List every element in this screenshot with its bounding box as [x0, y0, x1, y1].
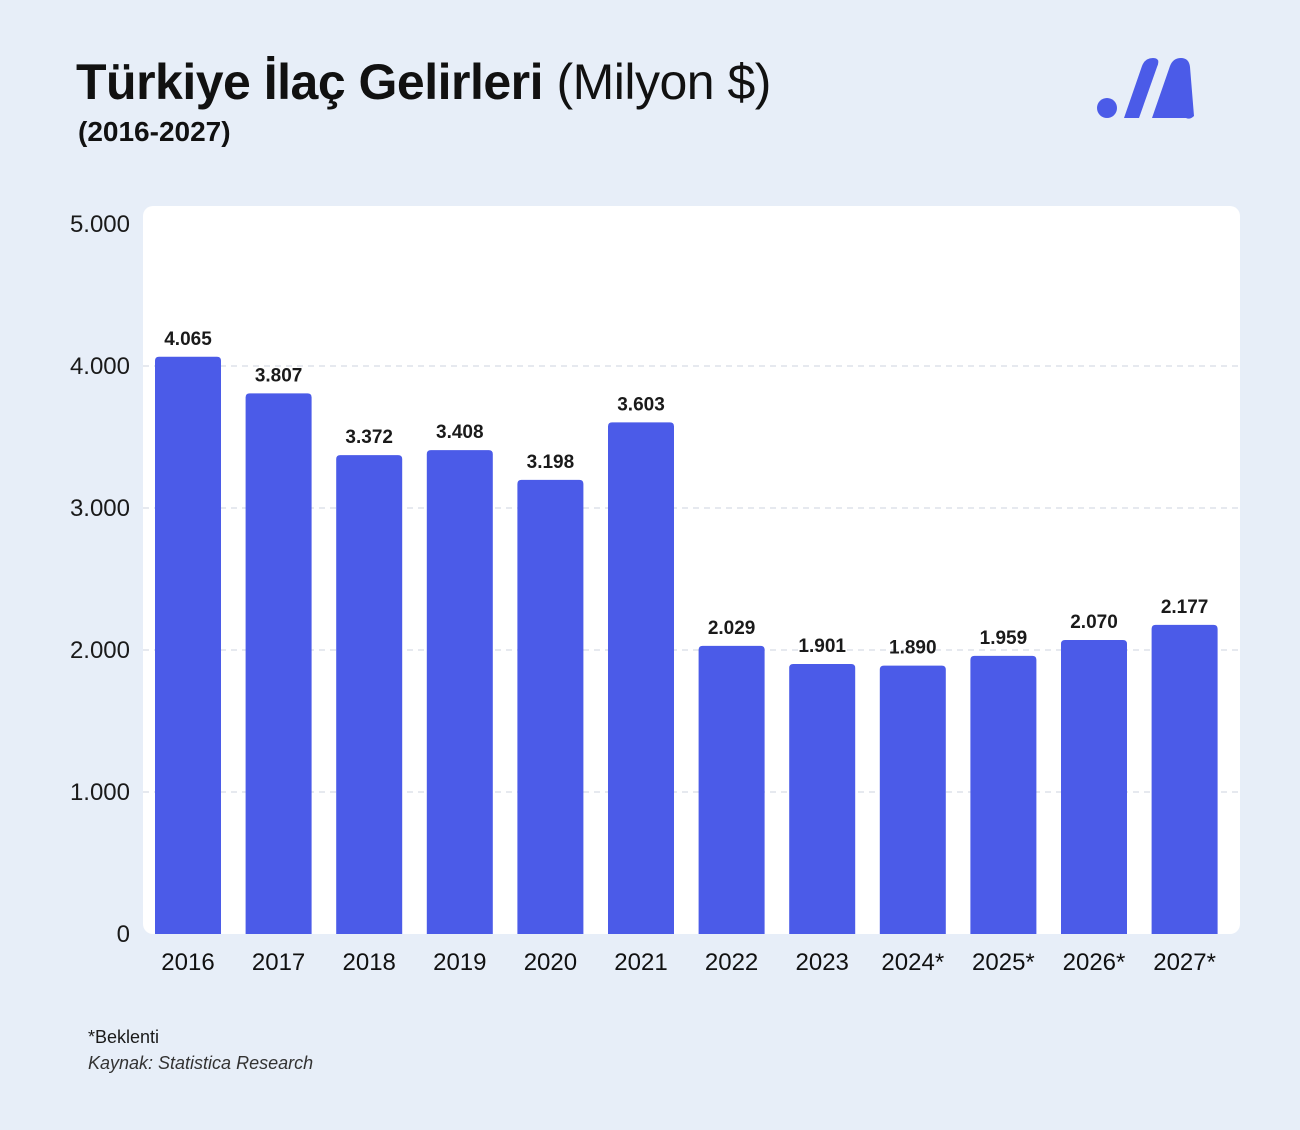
x-tick-label: 2024* [881, 949, 944, 976]
bar-2016 [155, 356, 221, 934]
chart-title: Türkiye İlaç Gelirleri (Milyon $) [76, 52, 771, 112]
x-tick-label: 2021 [614, 949, 667, 976]
data-label: 3.198 [527, 452, 575, 473]
x-tick-label: 2017 [252, 949, 305, 976]
grid-lines [143, 365, 1240, 793]
source-note: Kaynak: Statistica Research [88, 1053, 314, 1073]
chart-title-main: Türkiye İlaç Gelirleri [76, 54, 544, 110]
bar-2026-expected [1061, 640, 1127, 934]
data-label: 3.603 [617, 394, 665, 415]
bar-2027-expected [1151, 624, 1218, 934]
y-tick-label: 4.000 [70, 353, 130, 380]
bar-2024-expected [879, 665, 946, 934]
data-label: 2.029 [708, 618, 756, 639]
data-label: 3.372 [345, 427, 393, 448]
data-label: 4.065 [164, 329, 212, 350]
bar-2025-expected [970, 655, 1037, 934]
bar-2018 [336, 455, 403, 934]
footnote-expected: *Beklenti [88, 1027, 160, 1047]
y-tick-label: 5.000 [70, 211, 130, 238]
bar-2022 [698, 645, 765, 934]
bar-2020 [517, 479, 584, 934]
bars [155, 356, 1218, 934]
y-tick-label: 3.000 [70, 495, 130, 522]
bar-2017 [245, 393, 312, 934]
x-axis-ticks: 2016 2017 2018 2019 2020 2021 2022 2023 2024* 202… [161, 949, 1216, 976]
chart-title-unit: (Milyon $) [556, 54, 771, 110]
bar-2021 [608, 422, 674, 934]
bar-2023 [789, 664, 856, 934]
data-label: 1.959 [980, 628, 1028, 649]
x-tick-label: 2018 [343, 949, 396, 976]
y-tick-label: 0 [117, 921, 130, 948]
x-tick-label: 2025* [972, 949, 1035, 976]
chart-subtitle: (2016-2027) [78, 116, 231, 147]
x-tick-label: 2023 [796, 949, 849, 976]
data-label: 3.807 [255, 365, 303, 386]
value-labels: 4.065 3.807 3.372 3.408 3.198 3.603 2.029 1.901… [164, 329, 1208, 659]
x-tick-label: 2027* [1153, 949, 1216, 976]
data-label: 2.070 [1070, 612, 1118, 633]
x-tick-label: 2016 [161, 949, 214, 976]
data-label: 1.901 [798, 636, 846, 657]
y-tick-label: 2.000 [70, 637, 130, 664]
brand-logo-icon [1097, 58, 1194, 119]
x-tick-label: 2022 [705, 949, 758, 976]
bar-2019 [426, 450, 493, 934]
x-tick-label: 2020 [524, 949, 577, 976]
data-label: 2.177 [1161, 597, 1209, 618]
y-tick-label: 1.000 [70, 779, 130, 806]
data-label: 1.890 [889, 638, 937, 659]
chart-panel [143, 206, 1240, 934]
x-tick-label: 2019 [433, 949, 486, 976]
y-axis-ticks: 0 1.000 2.000 3.000 4.000 5.000 [70, 211, 130, 948]
data-label: 3.408 [436, 422, 484, 443]
x-tick-label: 2026* [1063, 949, 1126, 976]
